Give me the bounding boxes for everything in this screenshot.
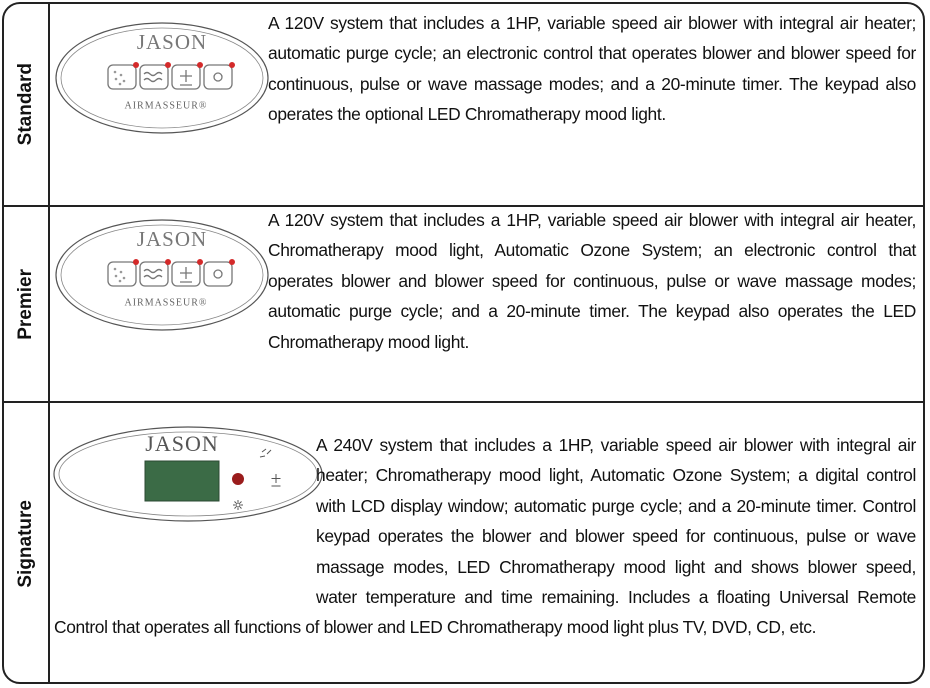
row-label-text: Standard (15, 63, 36, 146)
button-icon (233, 448, 281, 510)
lcd-display (144, 460, 220, 502)
keypad-image: JASON (53, 426, 323, 522)
row-label: Standard (4, 4, 48, 205)
description: A 120V system that includes a 1HP, varia… (268, 210, 916, 352)
keypad-image: JASON AIRMASSEUR® (55, 22, 269, 134)
keypad-image: JASON AIRMASSEUR® (55, 219, 269, 331)
keypad-brand: JASON (137, 30, 207, 54)
description: A 120V system that includes a 1HP, varia… (268, 13, 916, 125)
row-divider (4, 401, 925, 403)
description: A 240V system that includes a 1HP, varia… (54, 435, 916, 638)
keypad-brand: JASON (145, 431, 218, 456)
row-label-text: Premier (15, 268, 36, 340)
keypad-tagline: AIRMASSEUR® (124, 100, 207, 111)
row-label-text: Signature (15, 499, 36, 588)
image-spacer (54, 430, 316, 610)
keypad-tagline: AIRMASSEUR® (124, 297, 207, 308)
row-label: Signature (4, 403, 48, 684)
column-divider (48, 4, 50, 684)
description-block: A 240V system that includes a 1HP, varia… (54, 430, 916, 643)
button-icon (232, 473, 244, 485)
keypad-brand: JASON (137, 227, 207, 251)
row-label: Premier (4, 207, 48, 401)
row-divider (4, 205, 925, 207)
